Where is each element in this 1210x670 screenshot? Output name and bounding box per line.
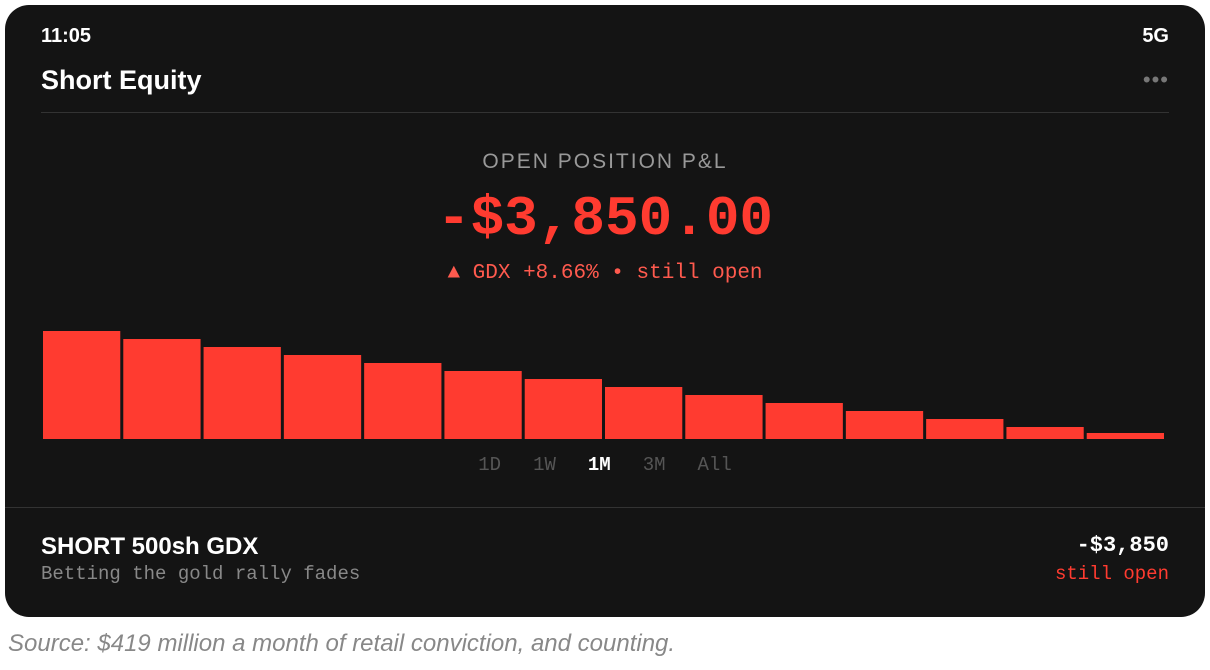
bar — [1006, 427, 1084, 439]
bar — [605, 387, 683, 439]
caption: Source: $419 million a month of retail c… — [8, 630, 676, 657]
status-time: 11:05 — [41, 25, 92, 47]
position-amount: -$3,850 — [1076, 533, 1169, 558]
bar — [685, 395, 763, 439]
status-network: 5G — [1142, 25, 1169, 47]
pnl-label: OPEN POSITION P&L — [482, 150, 728, 173]
range-tab[interactable]: 3M — [642, 454, 666, 476]
pnl-amount: -$3,850.00 — [436, 187, 774, 251]
widget-card: 11:05 5G Short Equity ••• OPEN POSITION … — [5, 5, 1205, 617]
bar — [1086, 433, 1164, 439]
bar — [765, 403, 843, 439]
bar — [43, 331, 121, 439]
range-tabs: 1D 1W 1M 3M All — [5, 454, 1205, 476]
bar — [524, 379, 602, 439]
bar — [123, 339, 201, 439]
position-title: SHORT 500sh GDX — [41, 533, 259, 560]
bar — [444, 371, 522, 439]
bar — [283, 355, 362, 439]
bar — [845, 411, 924, 439]
more-button[interactable]: ••• — [1142, 67, 1169, 92]
range-tab[interactable]: 1D — [478, 454, 502, 476]
bar — [203, 347, 281, 439]
position-status: still open — [1054, 563, 1169, 585]
bar — [926, 419, 1004, 439]
bar-chart — [43, 331, 1164, 439]
range-tab[interactable]: 1W — [533, 454, 556, 476]
bar — [364, 363, 442, 439]
position-subtitle: Betting the gold rally fades — [41, 563, 361, 585]
range-tab[interactable]: 1M — [587, 454, 611, 476]
header-title: Short Equity — [41, 65, 202, 95]
divider — [41, 112, 1169, 113]
divider — [5, 507, 1205, 508]
range-tab[interactable]: All — [697, 454, 732, 476]
pnl-change: ▲ GDX +8.66% • still open — [447, 262, 763, 285]
